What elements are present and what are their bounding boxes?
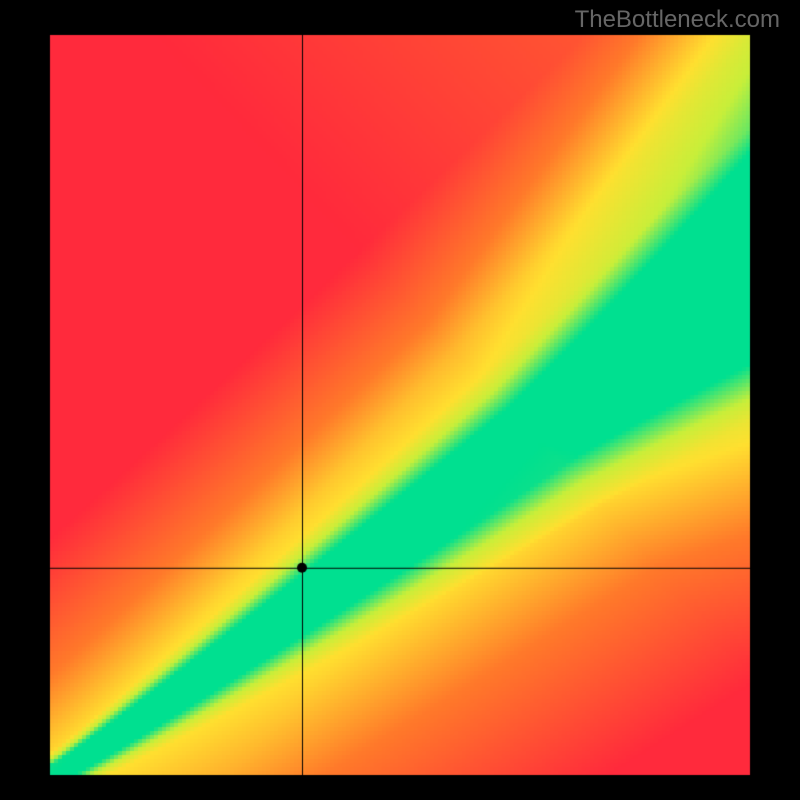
watermark-text: TheBottleneck.com <box>575 6 780 34</box>
heatmap-canvas <box>0 0 800 800</box>
chart-container: TheBottleneck.com <box>0 0 800 800</box>
